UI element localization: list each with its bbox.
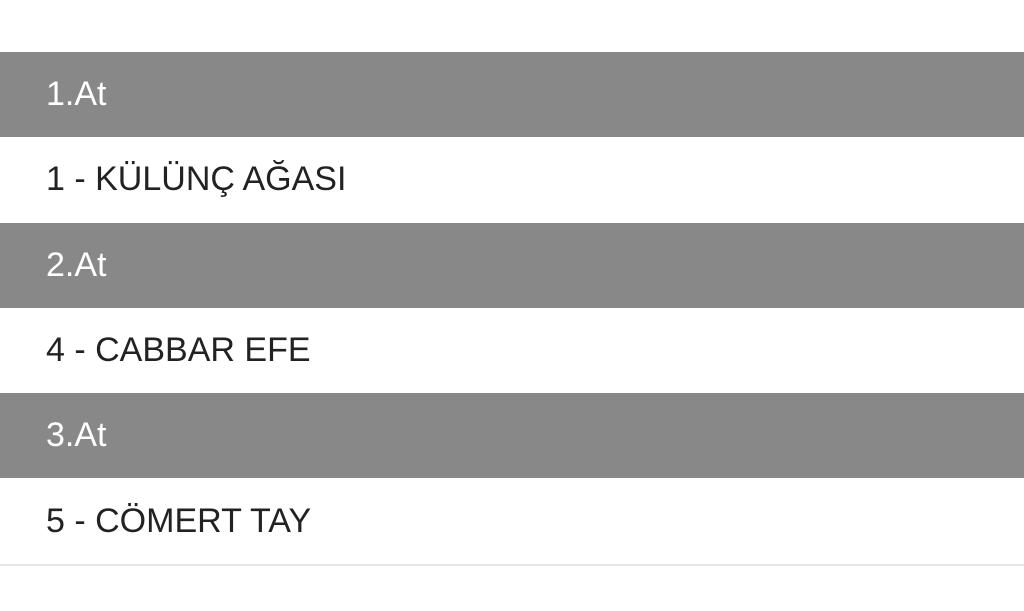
position-header-3: 3.At <box>0 393 1024 479</box>
horse-name: 5 - CÖMERT TAY <box>46 501 312 540</box>
position-label: 3.At <box>46 416 107 455</box>
divider <box>0 563 1024 566</box>
horse-item-1[interactable]: 1 - KÜLÜNÇ AĞASI <box>0 137 1024 223</box>
horse-item-2[interactable]: 4 - CABBAR EFE <box>0 307 1024 394</box>
horse-name: 4 - CABBAR EFE <box>46 331 311 370</box>
position-label: 1.At <box>46 75 107 114</box>
horse-name: 1 - KÜLÜNÇ AĞASI <box>46 160 347 199</box>
position-header-1: 1.At <box>0 52 1024 138</box>
race-results-list: 1.At 1 - KÜLÜNÇ AĞASI 2.At 4 - CABBAR EF… <box>0 52 1024 566</box>
position-header-2: 2.At <box>0 222 1024 308</box>
position-label: 2.At <box>46 245 107 284</box>
horse-item-3[interactable]: 5 - CÖMERT TAY <box>0 478 1024 564</box>
